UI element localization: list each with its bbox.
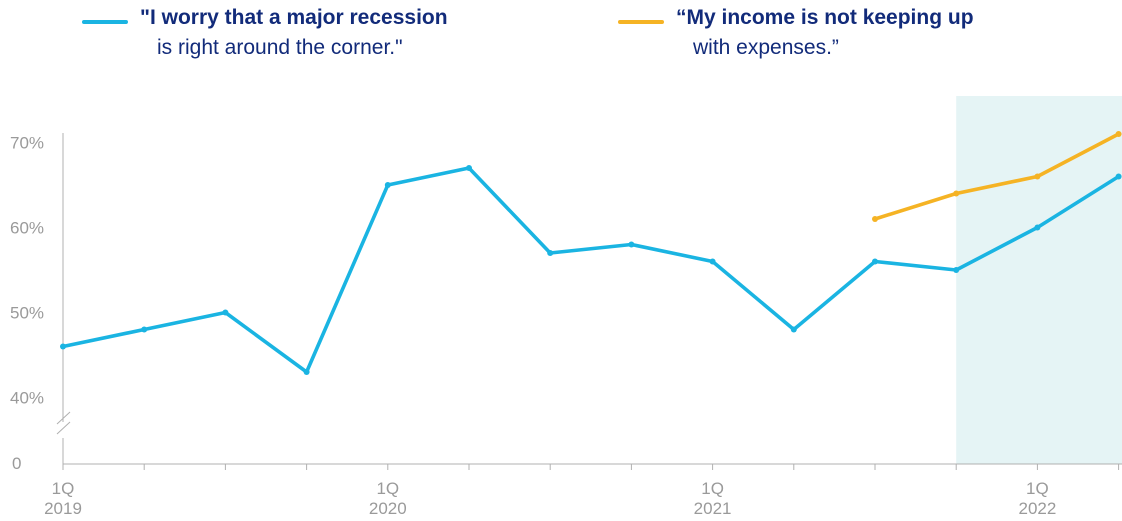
data-point-recession	[222, 309, 229, 316]
x-tick-label-quarter: 1Q	[701, 479, 724, 498]
legend-label-income-line2: with expenses.”	[693, 36, 839, 59]
data-point-recession	[953, 267, 960, 273]
data-point-recession	[1034, 224, 1041, 231]
legend-swatch-recession	[82, 20, 128, 24]
y-axis-break-mark	[56, 421, 71, 435]
data-point-recession	[790, 326, 797, 333]
data-point-income	[1115, 131, 1122, 137]
data-point-income	[1034, 173, 1041, 180]
legend-swatch-income	[618, 20, 664, 24]
data-point-recession	[872, 258, 878, 265]
data-point-recession	[303, 369, 310, 375]
x-tick-label-quarter: 1Q	[376, 479, 399, 498]
x-tick-label-quarter: 1Q	[52, 479, 75, 498]
y-tick-label: 0	[12, 454, 21, 473]
data-point-recession	[466, 165, 472, 171]
data-point-recession	[547, 250, 554, 256]
y-tick-label: 60%	[10, 219, 44, 238]
y-tick-label: 70%	[10, 134, 44, 153]
x-tick-label-year: 2022	[1018, 499, 1056, 518]
y-tick-label: 40%	[10, 389, 44, 408]
data-point-recession	[1115, 173, 1122, 180]
y-axis-break-mark	[56, 411, 71, 425]
legend-label-recession-line2: is right around the corner."	[157, 36, 403, 59]
data-point-recession	[709, 258, 716, 265]
x-tick-label-year: 2021	[694, 499, 732, 518]
series-line-income	[873, 132, 1121, 221]
data-point-income	[953, 190, 960, 197]
data-point-recession	[141, 326, 148, 333]
y-tick-label: 50%	[10, 304, 44, 323]
legend-label-income-line1: “My income is not keeping up	[676, 6, 974, 29]
x-tick-label-year: 2019	[44, 499, 82, 518]
highlight-band	[956, 96, 1122, 464]
x-tick-label-quarter: 1Q	[1026, 479, 1049, 498]
x-tick-label-year: 2020	[369, 499, 407, 518]
data-point-income	[872, 216, 878, 222]
data-point-recession	[384, 182, 391, 188]
legend-label-recession-line1: "I worry that a major recession	[140, 6, 448, 29]
data-point-recession	[60, 343, 66, 350]
series-line-recession	[61, 166, 1121, 374]
data-point-recession	[628, 241, 635, 248]
